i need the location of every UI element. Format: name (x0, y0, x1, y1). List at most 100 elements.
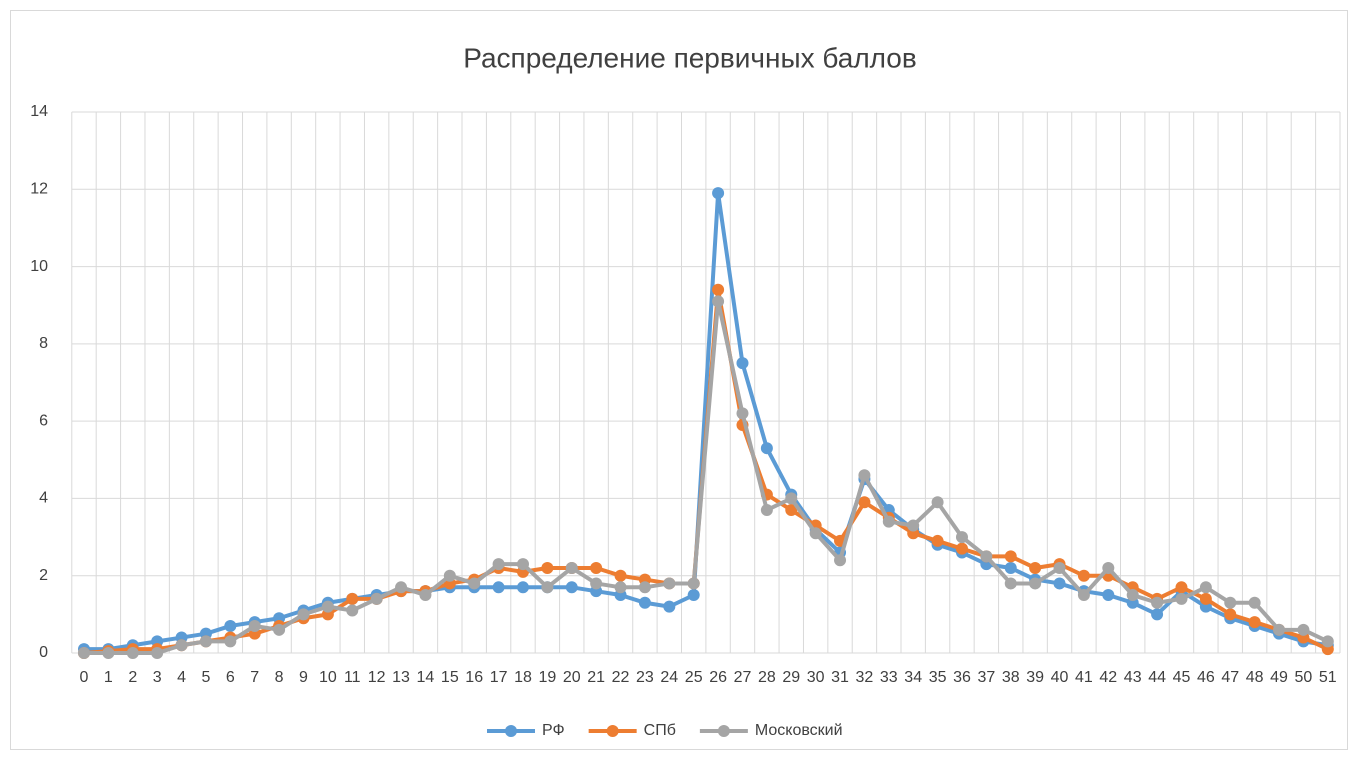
x-tick-label: 45 (1173, 669, 1191, 686)
data-point (419, 589, 432, 602)
data-point (736, 407, 749, 420)
data-point (955, 542, 968, 555)
x-tick-label: 42 (1099, 669, 1117, 686)
data-point (395, 581, 408, 594)
data-point (834, 554, 847, 567)
x-tick-label: 10 (319, 669, 337, 686)
y-tick-label: 12 (30, 181, 48, 198)
x-tick-label: 40 (1051, 669, 1069, 686)
legend-label: СПб (644, 722, 676, 739)
legend-label: Московский (755, 722, 843, 739)
data-point (931, 496, 944, 509)
data-point (126, 647, 139, 659)
data-point (443, 569, 456, 582)
x-tick-label: 46 (1197, 669, 1215, 686)
x-tick-label: 22 (612, 669, 630, 686)
data-point (858, 469, 871, 482)
x-tick-label: 14 (417, 669, 435, 686)
y-tick-label: 10 (30, 258, 48, 275)
data-point (590, 577, 603, 590)
x-tick-label: 20 (563, 669, 581, 686)
data-point (712, 283, 725, 296)
x-tick-label: 36 (953, 669, 971, 686)
x-tick-label: 11 (344, 669, 361, 686)
x-tick-label: 35 (929, 669, 947, 686)
x-tick-label: 2 (128, 669, 137, 686)
data-point (565, 561, 578, 574)
data-point (1004, 577, 1017, 590)
y-tick-label: 0 (39, 644, 48, 661)
x-tick-label: 15 (441, 669, 459, 686)
data-point (955, 531, 968, 544)
data-point (1248, 596, 1261, 609)
x-tick-label: 7 (250, 669, 259, 686)
data-point (785, 492, 798, 505)
x-tick-label: 50 (1295, 669, 1313, 686)
x-tick-label: 0 (80, 669, 89, 686)
data-point (1175, 581, 1188, 594)
x-tick-label: 44 (1148, 669, 1166, 686)
data-point (151, 647, 164, 659)
data-point (687, 577, 700, 590)
series-line (83, 191, 1329, 652)
data-point (1297, 623, 1310, 636)
x-tick-label: 48 (1246, 669, 1264, 686)
data-point (1053, 561, 1066, 574)
x-tick-label: 51 (1319, 669, 1337, 686)
data-point (1151, 596, 1164, 609)
data-point (663, 600, 676, 613)
x-tick-label: 37 (977, 669, 995, 686)
x-tick-label: 19 (538, 669, 556, 686)
data-point (614, 581, 627, 594)
data-point (1321, 635, 1334, 648)
x-tick-label: 3 (153, 669, 162, 686)
data-point (1102, 561, 1115, 574)
data-point (1224, 608, 1237, 621)
data-point (931, 534, 944, 547)
x-tick-label: 29 (782, 669, 800, 686)
x-tick-label: 38 (1002, 669, 1020, 686)
legend-marker (717, 725, 730, 737)
data-point (1199, 581, 1212, 594)
y-tick-label: 8 (39, 335, 48, 352)
data-point (1175, 592, 1188, 605)
data-point (907, 519, 920, 532)
data-point (1029, 577, 1042, 590)
x-tick-label: 28 (758, 669, 776, 686)
data-point (760, 442, 773, 455)
x-tick-label: 1 (104, 669, 113, 686)
y-tick-label: 6 (39, 412, 48, 429)
data-point (224, 635, 237, 648)
data-point (199, 635, 212, 648)
data-point (858, 496, 871, 509)
series (77, 295, 1334, 659)
x-tick-label: 25 (685, 669, 703, 686)
x-tick-label: 13 (392, 669, 410, 686)
data-point (882, 515, 895, 528)
legend-marker (606, 725, 619, 737)
data-point (687, 589, 700, 602)
x-tick-label: 18 (514, 669, 532, 686)
data-point (492, 558, 505, 571)
x-tick-label: 16 (465, 669, 483, 686)
x-tick-label: 27 (734, 669, 752, 686)
x-tick-label: 32 (856, 669, 874, 686)
x-tick-label: 26 (709, 669, 727, 686)
y-tick-label: 4 (39, 490, 48, 507)
y-tick-label: 2 (39, 567, 48, 584)
data-point (346, 592, 359, 605)
data-point (468, 577, 481, 590)
data-point (1199, 592, 1212, 605)
data-point (1248, 616, 1261, 629)
data-point (541, 581, 554, 594)
data-point (590, 561, 603, 574)
data-point (321, 600, 334, 613)
data-point (516, 558, 529, 571)
data-point (1126, 589, 1139, 602)
data-point (1029, 561, 1042, 574)
data-point (516, 581, 529, 594)
data-point (1273, 623, 1286, 636)
x-tick-label: 5 (201, 669, 210, 686)
data-point (541, 561, 554, 574)
